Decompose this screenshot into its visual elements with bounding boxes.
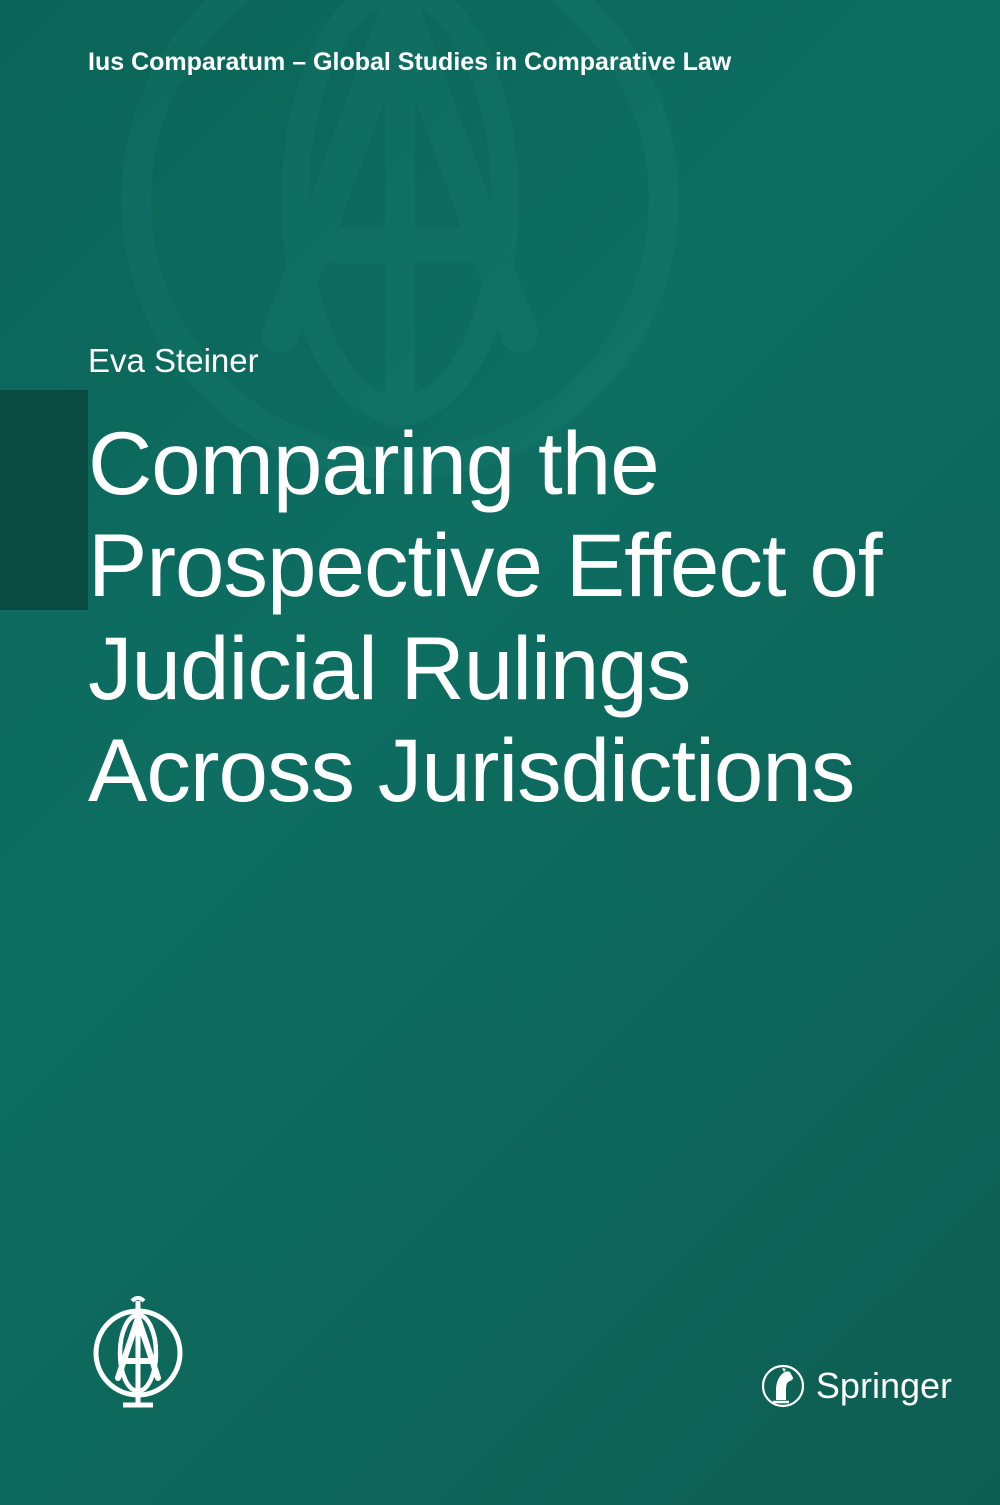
springer-knight-icon [762, 1362, 804, 1410]
publisher-block: Springer [762, 1362, 952, 1410]
author-name: Eva Steiner [88, 342, 259, 380]
series-logo-icon [88, 1293, 188, 1413]
publisher-name: Springer [816, 1365, 952, 1407]
book-title: Comparing the Prospective Effect of Judi… [88, 412, 940, 821]
accent-bar [0, 390, 88, 610]
series-label: Ius Comparatum – Global Studies in Compa… [88, 48, 731, 77]
